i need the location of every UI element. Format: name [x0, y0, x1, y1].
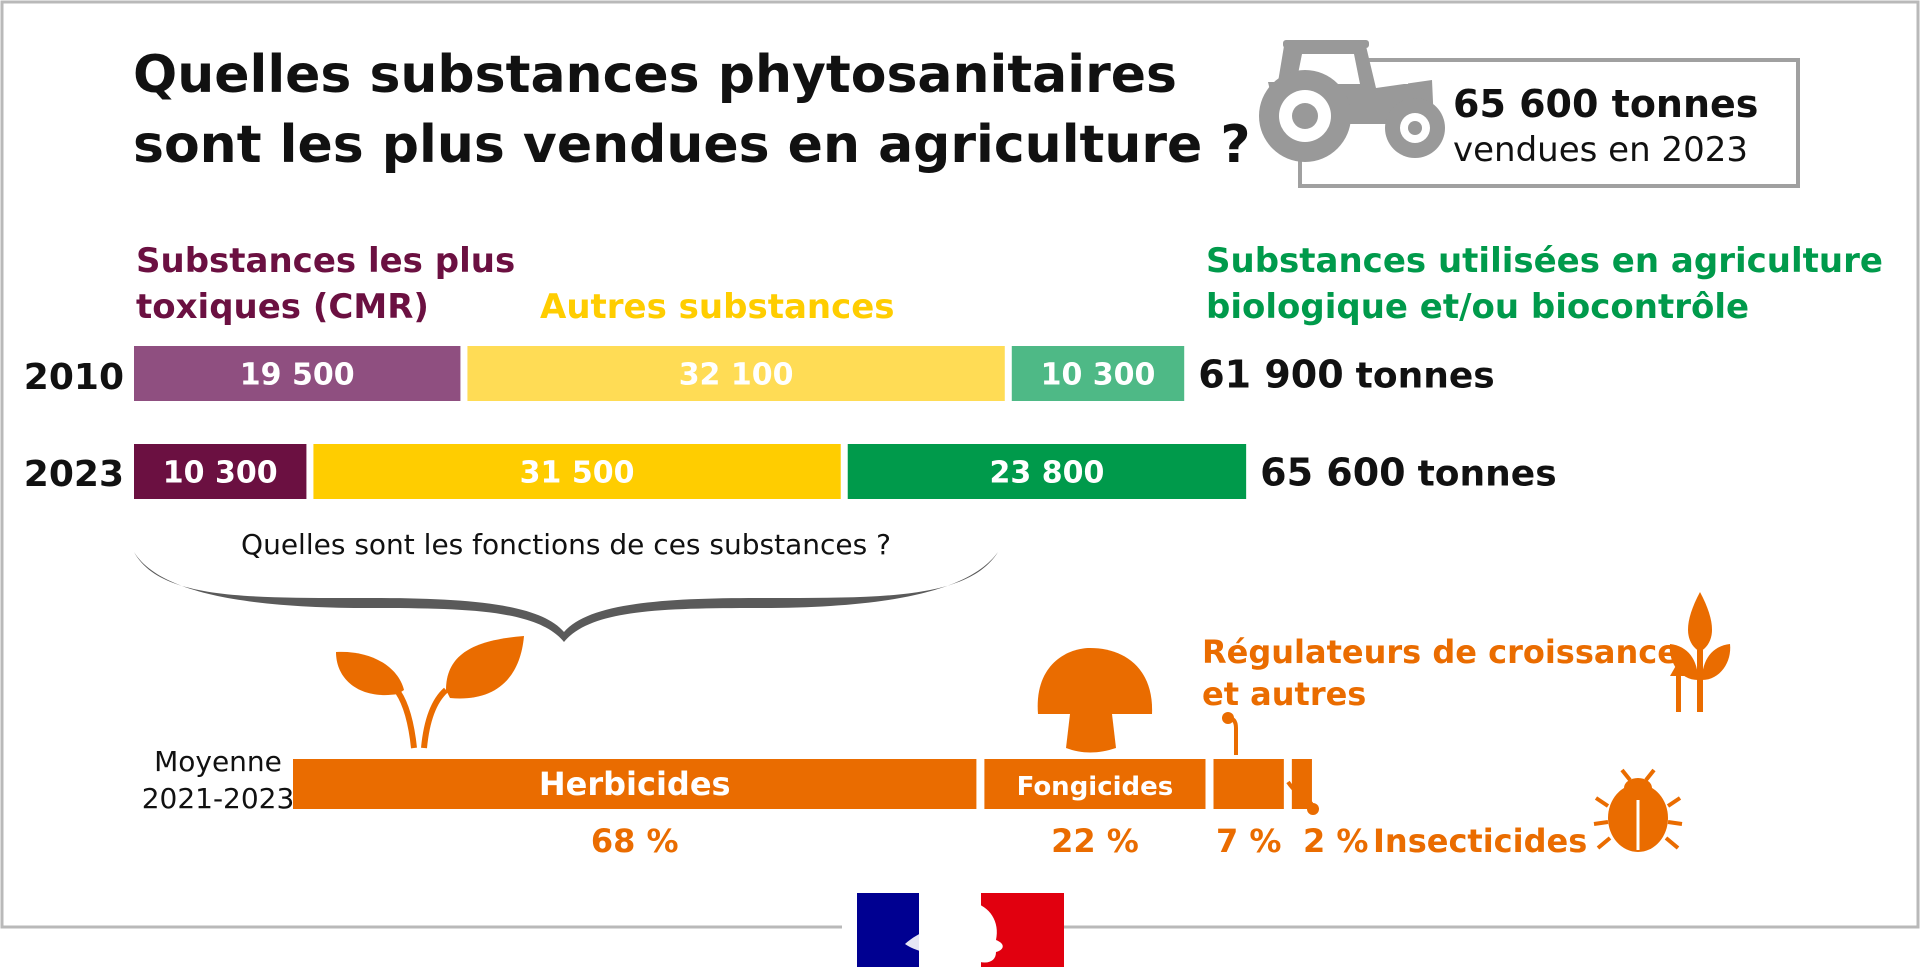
- bar-regulateurs: [1213, 759, 1284, 809]
- bar-herbicides-label: Herbicides: [539, 765, 731, 803]
- pct-insecticides: 2 %: [1303, 822, 1368, 860]
- bars-2023: 10 300 31 500 23 800 65 600 tonnes: [134, 444, 1557, 499]
- bar-2010-autres: [467, 346, 1005, 401]
- year-label-2023: 2023: [24, 454, 124, 495]
- insecticides-leader-dot: [1307, 803, 1319, 815]
- pct-herbicides: 68 %: [591, 822, 679, 860]
- functions-question: Quelles sont les fonctions de ces substa…: [241, 528, 891, 561]
- mushroom-icon: [1037, 648, 1153, 753]
- regulateurs-label-line2: et autres: [1202, 675, 1366, 713]
- bar-2010-bio-label: 10 300: [1041, 358, 1156, 393]
- bar-2023-cmr: [134, 444, 307, 499]
- info-box-value: 65 600 tonnes: [1453, 82, 1758, 126]
- growth-icon: [1669, 592, 1731, 712]
- insecticides-label: Insecticides: [1373, 822, 1587, 860]
- tractor-icon: [1259, 40, 1445, 162]
- bar-2023-cmr-label: 10 300: [163, 456, 278, 491]
- bar-herbicides: [293, 759, 977, 809]
- bar-fongicides: [984, 759, 1206, 809]
- regulateurs-label-line1: Régulateurs de croissance: [1202, 633, 1679, 671]
- total-2010-unit: tonnes: [1356, 356, 1495, 397]
- bar-2010-autres-label: 32 100: [679, 358, 794, 393]
- bug-icon: [1593, 768, 1683, 852]
- info-box-subtitle: vendues en 2023: [1453, 130, 1748, 170]
- chart-title-line2: sont les plus vendues en agriculture ?: [133, 115, 1251, 175]
- plant-icon: [336, 636, 524, 749]
- bar-2010-cmr: [134, 346, 461, 401]
- pct-fongicides: 22 %: [1051, 822, 1139, 860]
- legend-bio-line1: Substances utilisées en agriculture: [1206, 241, 1883, 281]
- total-2010-value: 61 900: [1198, 353, 1343, 397]
- insecticides-leader: [1286, 780, 1314, 806]
- bar-insecticides: [1291, 759, 1312, 809]
- bar-2023-bio-label: 23 800: [990, 456, 1105, 491]
- legend-cmr-line2: toxiques (CMR): [136, 287, 429, 327]
- regulateurs-leader-dot: [1222, 712, 1234, 724]
- pct-regulateurs: 7 %: [1216, 822, 1281, 860]
- bar-2010-bio: [1011, 346, 1185, 401]
- info-box: 65 600 tonnes vendues en 2023: [1259, 40, 1800, 188]
- total-2023-unit: tonnes: [1418, 454, 1557, 495]
- legend-autres: Autres substances: [540, 287, 895, 327]
- avg-label-line2: 2021-2023: [142, 782, 295, 815]
- bar-2023-bio: [847, 444, 1247, 499]
- bar-2023-autres: [313, 444, 841, 499]
- bars-2010: 19 500 32 100 10 300 61 900 tonnes: [134, 346, 1495, 401]
- year-label-2010: 2010: [24, 357, 124, 398]
- marianne-logo: [842, 890, 1064, 970]
- curly-brace: [134, 552, 998, 642]
- bar-2023-autres-label: 31 500: [520, 456, 635, 491]
- functions-bars: Herbicides Fongicides 68 % 22 % 7 % 2 %: [293, 759, 1368, 860]
- legend-bio-line2: biologique et/ou biocontrôle: [1206, 287, 1749, 327]
- bar-fongicides-label: Fongicides: [1017, 772, 1174, 802]
- bar-2010-cmr-label: 19 500: [240, 358, 355, 393]
- chart-title-line1: Quelles substances phytosanitaires: [133, 45, 1177, 105]
- avg-label-line1: Moyenne: [154, 745, 282, 778]
- legend-cmr-line1: Substances les plus: [136, 241, 515, 281]
- total-2023-value: 65 600: [1260, 451, 1405, 495]
